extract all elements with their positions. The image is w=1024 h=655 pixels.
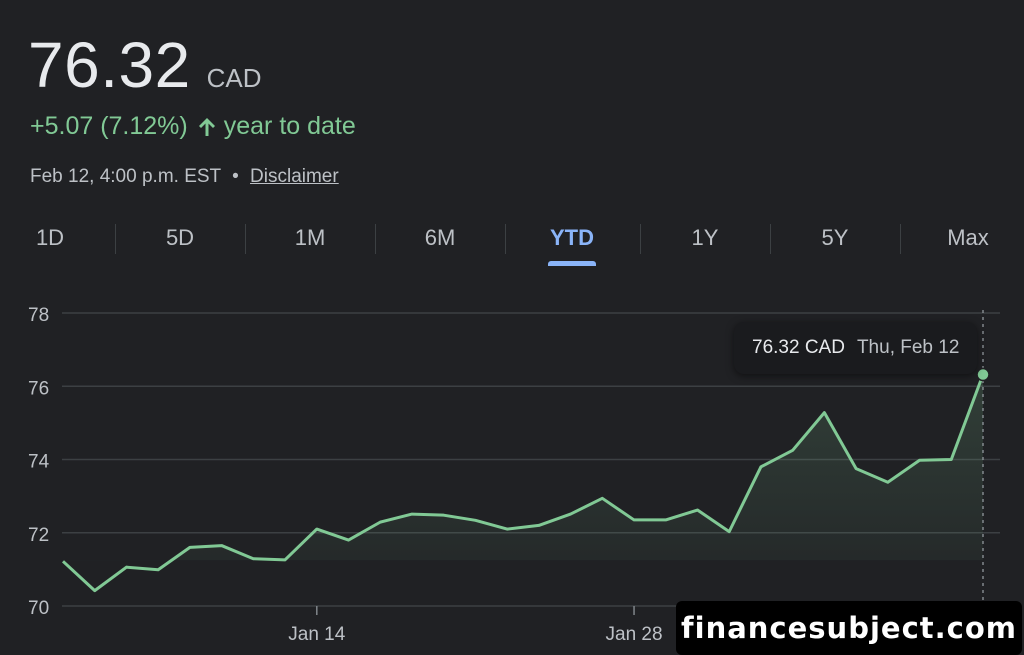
tab-label: 5D — [165, 225, 195, 250]
tab-divider — [245, 224, 246, 254]
price-line — [61, 374, 985, 593]
change-period: year to date — [223, 112, 356, 140]
tab-divider — [375, 224, 376, 254]
price-chart: 70 72 74 76 78 Jan 14 Jan 28 — [28, 305, 1000, 645]
tab-max[interactable]: Max — [903, 218, 1024, 262]
timestamp: Feb 12, 4:00 p.m. EST — [30, 166, 221, 187]
y-tick-label: 70 — [28, 598, 49, 619]
y-tick-label: 74 — [28, 452, 50, 473]
tab-label: Max — [947, 225, 989, 250]
tab-1y[interactable]: 1Y — [640, 218, 770, 262]
disclaimer-link[interactable]: Disclaimer — [250, 166, 339, 187]
tab-divider — [900, 224, 901, 254]
watermark-text: financesubject.com — [681, 611, 1017, 645]
tab-label: 6M — [424, 225, 456, 250]
tab-label: 5Y — [821, 225, 849, 250]
quote-header: 76.32 CAD — [28, 28, 262, 102]
current-price: 76.32 — [28, 29, 191, 101]
tooltip-price: 76.32 CAD — [752, 337, 845, 358]
tab-1m[interactable]: 1M — [245, 218, 375, 262]
tab-ytd[interactable]: YTD — [507, 218, 637, 266]
hover-point[interactable] — [976, 367, 990, 382]
tab-divider — [770, 224, 771, 254]
change-value: +5.07 (7.12%) — [30, 112, 188, 140]
watermark-logo: financesubject.com — [676, 601, 1022, 655]
y-tick-label: 72 — [28, 525, 49, 546]
tab-5d[interactable]: 5D — [115, 218, 245, 262]
tab-label: 1D — [35, 225, 65, 250]
quote-meta: Feb 12, 4:00 p.m. EST • Disclaimer — [30, 166, 339, 188]
tab-5y[interactable]: 5Y — [770, 218, 900, 262]
tab-label: 1Y — [691, 225, 719, 250]
area-fill — [171, 374, 983, 561]
y-tick-label: 78 — [28, 305, 49, 326]
tab-label: 1M — [294, 225, 326, 250]
tab-divider — [505, 224, 506, 254]
currency-label: CAD — [206, 63, 262, 93]
active-tab-indicator — [548, 261, 596, 266]
tab-6m[interactable]: 6M — [375, 218, 505, 262]
tab-1d[interactable]: 1D — [0, 218, 115, 262]
chart-tooltip: 76.32 CAD Thu, Feb 12 — [734, 322, 978, 374]
arrow-up-icon — [196, 115, 218, 139]
meta-separator: • — [232, 166, 239, 187]
y-tick-label: 76 — [28, 378, 49, 399]
x-tick-label: Jan 28 — [606, 624, 663, 645]
tooltip-date: Thu, Feb 12 — [856, 337, 960, 358]
tab-label: YTD — [550, 225, 594, 250]
tab-divider — [115, 224, 116, 254]
price-change: +5.07 (7.12%) year to date — [30, 112, 356, 141]
range-tabs: 1D 5D 1M 6M YTD 1Y 5Y Max — [0, 218, 1024, 268]
x-tick-label: Jan 14 — [288, 624, 345, 645]
tab-divider — [640, 224, 641, 254]
